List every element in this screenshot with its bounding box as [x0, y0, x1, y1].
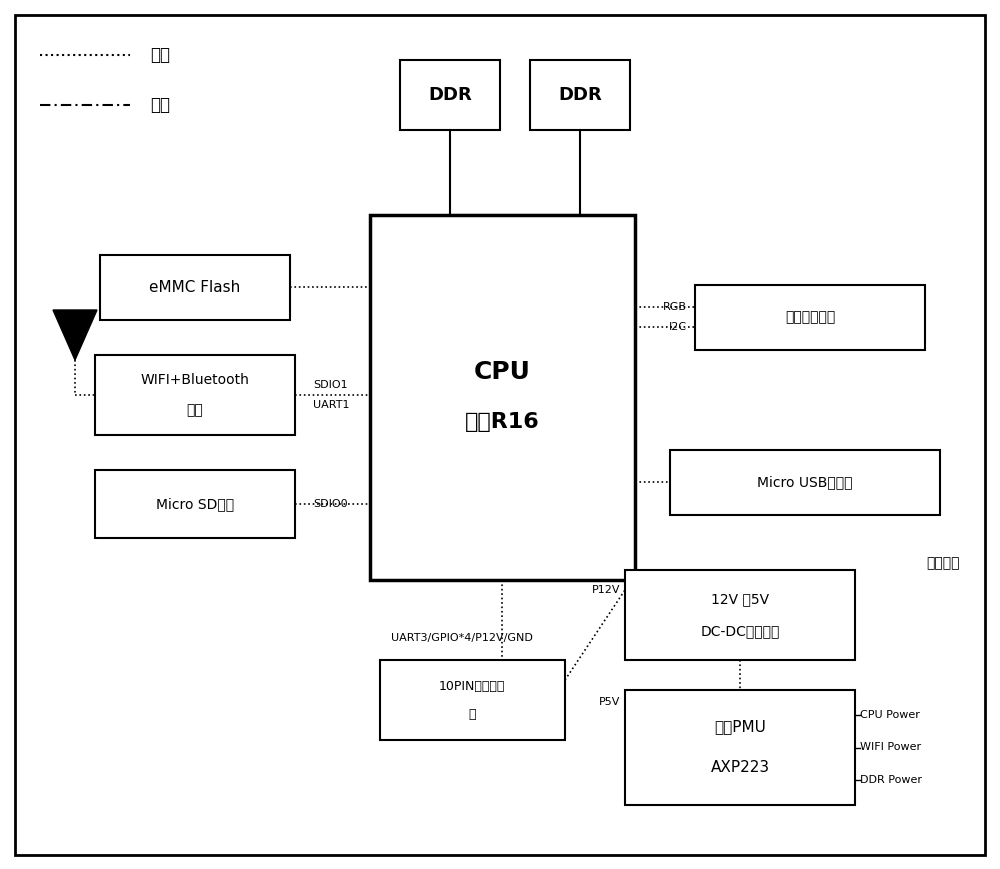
Text: Micro SD卡槽: Micro SD卡槽: [156, 497, 234, 511]
Bar: [380, 660, 565, 740]
Text: Micro USB连接器: Micro USB连接器: [757, 475, 853, 489]
Text: AXP223: AXP223: [710, 760, 770, 774]
Text: UART1: UART1: [313, 400, 350, 410]
Text: RGB: RGB: [663, 302, 687, 312]
Text: DDR: DDR: [428, 86, 472, 104]
Text: 器: 器: [468, 707, 476, 720]
Text: 12V 转5V: 12V 转5V: [711, 592, 769, 606]
Text: 模块: 模块: [187, 403, 203, 417]
Bar: [100, 255, 290, 320]
Text: DC-DC电源模块: DC-DC电源模块: [700, 624, 780, 638]
Bar: [695, 285, 925, 350]
Text: UART3/GPIO*4/P12V/GND: UART3/GPIO*4/P12V/GND: [391, 633, 533, 643]
Text: 全志PMU: 全志PMU: [714, 720, 766, 734]
Text: P5V: P5V: [599, 697, 620, 707]
Bar: [575, 545, 965, 840]
Text: 显示器连接器: 显示器连接器: [785, 310, 835, 324]
Bar: [530, 60, 630, 130]
Text: SDIO0: SDIO0: [313, 499, 348, 509]
Bar: [670, 450, 940, 515]
Bar: [400, 60, 500, 130]
Text: WIFI+Bluetooth: WIFI+Bluetooth: [141, 373, 249, 387]
Text: SDIO1: SDIO1: [313, 380, 348, 390]
Bar: [625, 570, 855, 660]
Text: CPU Power: CPU Power: [860, 710, 920, 720]
Text: DDR: DDR: [558, 86, 602, 104]
Text: 电源: 电源: [150, 96, 170, 114]
Text: WIFI Power: WIFI Power: [860, 742, 921, 753]
Text: 10PIN板卡连接: 10PIN板卡连接: [439, 680, 505, 693]
Text: 信号: 信号: [150, 46, 170, 64]
Polygon shape: [53, 310, 97, 360]
Text: 主板电源: 主板电源: [926, 556, 960, 570]
Bar: [95, 470, 295, 538]
Text: CPU: CPU: [474, 360, 530, 384]
Text: I2C: I2C: [669, 322, 687, 332]
Bar: [370, 215, 635, 580]
Text: DDR Power: DDR Power: [860, 774, 922, 785]
Bar: [625, 690, 855, 805]
Text: 全志R16: 全志R16: [465, 412, 539, 432]
Bar: [95, 355, 295, 435]
Text: eMMC Flash: eMMC Flash: [149, 280, 241, 295]
Text: P12V: P12V: [592, 585, 620, 595]
